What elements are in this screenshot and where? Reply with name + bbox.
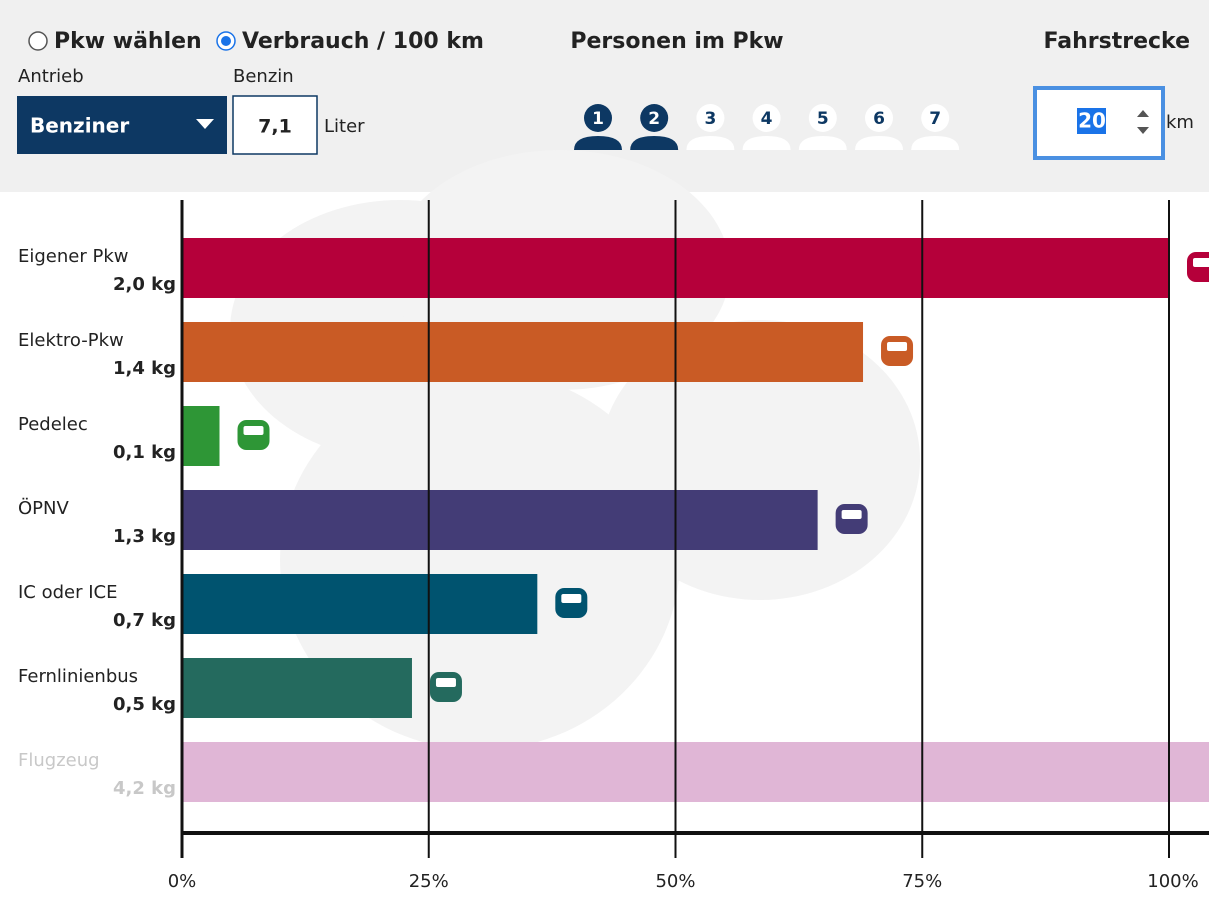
total-label: 0,1 kg: [113, 442, 176, 463]
total-label: 2,0 kg: [113, 274, 176, 295]
spinner[interactable]: [1137, 110, 1149, 134]
chart: Eigener Pkw 2,0 kg Elektro-Pkw 1,4 kg Pedele…: [18, 200, 1209, 892]
person-number[interactable]: 1: [592, 109, 604, 129]
person-number[interactable]: 6: [873, 109, 885, 129]
mode-icon-window: [841, 510, 862, 519]
person-head[interactable]: [640, 104, 669, 132]
person-body[interactable]: [630, 136, 679, 150]
person-body[interactable]: [742, 136, 791, 150]
x-tick-label: 100%: [1147, 871, 1198, 892]
person-head[interactable]: [752, 104, 781, 132]
category-label: IC oder ICE: [18, 582, 117, 603]
x-tick-label: 0%: [168, 871, 197, 892]
radio-label[interactable]: Verbrauch / 100 km: [242, 29, 484, 54]
category-label: Flugzeug: [18, 750, 100, 771]
select[interactable]: [17, 96, 227, 154]
unit: Liter: [324, 116, 365, 137]
mode-icon-window: [887, 342, 908, 351]
unit: km: [1166, 112, 1194, 133]
persons: 1 2 3 4 5 6 7: [574, 104, 960, 150]
person-body[interactable]: [574, 136, 622, 150]
mode-icon-window: [243, 426, 264, 435]
radio[interactable]: [28, 31, 48, 51]
field-label: Benzin: [233, 66, 294, 87]
bar: [182, 574, 538, 634]
section-title: Personen im Pkw: [570, 29, 783, 54]
bar: [182, 490, 818, 550]
input-value[interactable]: 20: [1078, 109, 1106, 133]
input-value[interactable]: 7,1: [258, 116, 292, 138]
total-label: 0,5 kg: [113, 694, 176, 715]
total-label: 1,3 kg: [113, 526, 176, 547]
field-label: Antrieb: [18, 66, 84, 87]
bar: [182, 406, 220, 466]
x-tick-label: 25%: [409, 871, 449, 892]
radio-label[interactable]: Pkw wählen: [54, 29, 202, 54]
person-body[interactable]: [686, 136, 735, 150]
total-label: 0,7 kg: [113, 610, 176, 631]
select-value[interactable]: Benziner: [30, 114, 129, 138]
x-tick-label: 75%: [902, 871, 942, 892]
person-body[interactable]: [911, 136, 960, 150]
radio-dot: [221, 36, 231, 46]
category-label: Eigener Pkw: [18, 246, 128, 267]
category-label: Fernlinienbus: [18, 666, 138, 687]
mode-icon-window: [435, 678, 456, 687]
x-tick-label: 50%: [655, 871, 695, 892]
person-number[interactable]: 4: [761, 109, 773, 129]
person-head[interactable]: [921, 104, 950, 132]
category-label: Pedelec: [18, 414, 88, 435]
mode-icon-window: [561, 594, 582, 603]
category-label: Elektro-Pkw: [18, 330, 124, 351]
bar: [182, 658, 412, 718]
person-head[interactable]: [696, 104, 725, 132]
person-number[interactable]: 5: [817, 109, 829, 129]
select-arrow: [196, 119, 214, 129]
person-head[interactable]: [584, 104, 612, 132]
person-head[interactable]: [808, 104, 837, 132]
bar: [182, 742, 1209, 802]
person-number[interactable]: 3: [704, 109, 716, 129]
bar: [182, 322, 864, 382]
person-number[interactable]: 2: [648, 109, 660, 129]
person-body[interactable]: [798, 136, 847, 150]
selection: [1077, 108, 1106, 134]
section-title: Fahrstrecke: [1044, 29, 1190, 54]
mode-icon-window: [1193, 258, 1209, 267]
person-number[interactable]: 7: [929, 109, 941, 129]
total-label: 1,4 kg: [113, 358, 176, 379]
person-head[interactable]: [865, 104, 893, 132]
input[interactable]: [232, 95, 318, 155]
total-label: 4,2 kg: [113, 778, 176, 799]
person-body[interactable]: [855, 136, 903, 150]
category-label: ÖPNV: [18, 497, 69, 519]
